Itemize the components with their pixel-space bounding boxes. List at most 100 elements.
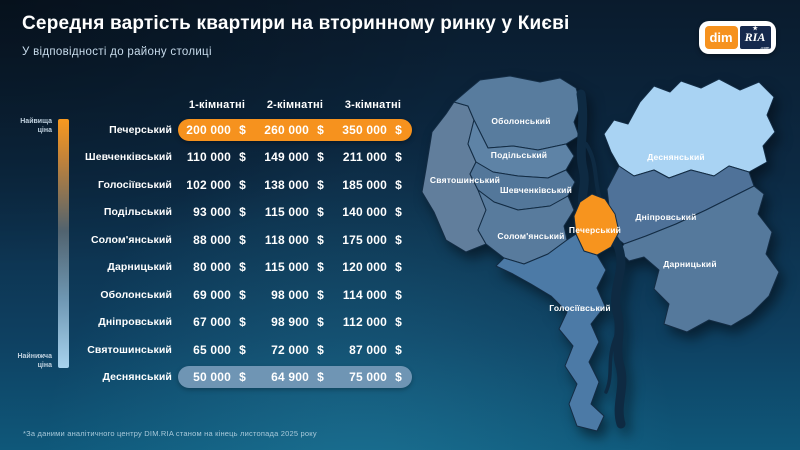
price-cell: 98 000 $	[256, 288, 334, 302]
price-cell: 75 000 $	[334, 370, 412, 384]
currency-symbol: $	[239, 315, 246, 330]
row-values: 88 000 $ 118 000 $ 175 000 $	[178, 229, 412, 251]
price-value: 75 000	[349, 370, 387, 385]
price-value: 87 000	[349, 342, 387, 357]
currency-symbol: $	[395, 150, 402, 165]
price-value: 350 000	[342, 122, 387, 137]
kyiv-districts-map: Оболонський Подільський Святошинський Ше…	[421, 75, 780, 432]
currency-symbol: $	[239, 287, 246, 302]
price-cell: 118 000 $	[256, 233, 334, 247]
row-values: 65 000 $ 72 000 $ 87 000 $	[178, 339, 412, 361]
currency-symbol: $	[239, 177, 246, 192]
price-value: 72 000	[271, 342, 309, 357]
district-label: Деснянський	[102, 371, 172, 384]
scale-label-lowest: Найнижча ціна	[17, 353, 52, 370]
district-holosiivskyi	[495, 233, 607, 432]
row-values: 102 000 $ 138 000 $ 185 000 $	[178, 174, 412, 196]
table-row: Шевченківський 110 000 $ 149 000 $ 211 000…	[85, 144, 412, 172]
column-header-2room: 2-кімнатні	[266, 99, 324, 111]
price-value: 110 000	[186, 150, 231, 165]
map-label-solomianskyi: Солом'янський	[497, 231, 564, 241]
price-value: 67 000	[193, 315, 231, 330]
district-label: Шевченківський	[85, 151, 172, 164]
price-cell: 200 000 $	[178, 123, 256, 137]
price-cell: 120 000 $	[334, 260, 412, 274]
district-pecherskyi	[573, 193, 620, 256]
map-label-shevchenkivskyi: Шевченківський	[500, 185, 572, 195]
page-title: Середня вартість квартири на вторинному …	[22, 13, 570, 34]
table-row: Дарницький 80 000 $ 115 000 $ 120 000 $	[85, 254, 412, 282]
district-desnianskyi	[603, 78, 776, 179]
logo-tld-text: .com	[760, 45, 770, 50]
currency-symbol: $	[239, 370, 246, 385]
price-cell: 115 000 $	[256, 205, 334, 219]
price-value: 149 000	[264, 150, 309, 165]
price-scale-gradient	[58, 119, 69, 368]
map-label-pecherskyi: Печерський	[569, 225, 621, 235]
price-cell: 211 000 $	[334, 150, 412, 164]
price-cell: 80 000 $	[178, 260, 256, 274]
map-label-desnianskyi: Деснянський	[647, 152, 705, 162]
dnipro-river	[576, 89, 627, 429]
map-label-sviatoshynskyi: Святошинський	[430, 175, 500, 185]
price-cell: 138 000 $	[256, 178, 334, 192]
currency-symbol: $	[317, 342, 324, 357]
price-cell: 149 000 $	[256, 150, 334, 164]
currency-symbol: $	[395, 370, 402, 385]
header-cells: 1-кімнатні 2-кімнатні 3-кімнатні	[178, 94, 412, 116]
price-value: 50 000	[193, 370, 231, 385]
currency-symbol: $	[395, 122, 402, 137]
currency-symbol: $	[317, 150, 324, 165]
price-value: 69 000	[193, 287, 231, 302]
price-value: 88 000	[193, 232, 231, 247]
table-row: Оболонський 69 000 $ 98 000 $ 114 000 $	[85, 281, 412, 309]
price-cell: 102 000 $	[178, 178, 256, 192]
price-cell: 65 000 $	[178, 343, 256, 357]
price-cell: 140 000 $	[334, 205, 412, 219]
currency-symbol: $	[239, 342, 246, 357]
price-cell: 69 000 $	[178, 288, 256, 302]
price-value: 65 000	[193, 342, 231, 357]
price-value: 93 000	[193, 205, 231, 220]
price-value: 115 000	[264, 205, 309, 220]
currency-symbol: $	[317, 122, 324, 137]
currency-symbol: $	[395, 205, 402, 220]
currency-symbol: $	[395, 177, 402, 192]
price-cell: 67 000 $	[178, 315, 256, 329]
price-cell: 260 000 $	[256, 123, 334, 137]
currency-symbol: $	[317, 287, 324, 302]
district-label: Голосіївський	[97, 178, 172, 191]
row-values: 80 000 $ 115 000 $ 120 000 $	[178, 256, 412, 278]
price-cell: 185 000 $	[334, 178, 412, 192]
map-label-holosiivskyi: Голосіївський	[549, 303, 611, 313]
row-values: 93 000 $ 115 000 $ 140 000 $	[178, 201, 412, 223]
map-label-dniprovskyi: Дніпровський	[635, 212, 696, 222]
currency-symbol: $	[317, 205, 324, 220]
currency-symbol: $	[239, 260, 246, 275]
currency-symbol: $	[395, 315, 402, 330]
price-value: 98 000	[271, 287, 309, 302]
price-cell: 350 000 $	[334, 123, 412, 137]
page-subtitle: У відповідності до району столиці	[22, 46, 212, 58]
dim-logo-block: dim	[704, 26, 738, 49]
map-label-obolonskyi: Оболонський	[491, 116, 550, 126]
row-values-highlight-high: 200 000 $ 260 000 $ 350 000 $	[178, 118, 412, 141]
price-cell: 175 000 $	[334, 233, 412, 247]
district-label: Подільський	[103, 206, 172, 219]
currency-symbol: $	[239, 232, 246, 247]
price-value: 138 000	[264, 177, 309, 192]
currency-symbol: $	[395, 260, 402, 275]
district-label: Оболонський	[100, 288, 172, 301]
price-cell: 72 000 $	[256, 343, 334, 357]
source-footnote: *За даними аналітичного центру DIM.RIA с…	[23, 429, 317, 438]
currency-symbol: $	[239, 150, 246, 165]
currency-symbol: $	[395, 342, 402, 357]
price-value: 140 000	[342, 205, 387, 220]
price-cell: 50 000 $	[178, 370, 256, 384]
dimria-logo: dim ★ RIA .com	[699, 21, 776, 54]
table-row: Печерський 200 000 $ 260 000 $ 350 000 $	[85, 116, 412, 144]
currency-symbol: $	[239, 122, 246, 137]
price-value: 200 000	[186, 122, 231, 137]
table-row: Солом'янський 88 000 $ 118 000 $ 175 000 $	[85, 226, 412, 254]
price-value: 118 000	[264, 232, 309, 247]
